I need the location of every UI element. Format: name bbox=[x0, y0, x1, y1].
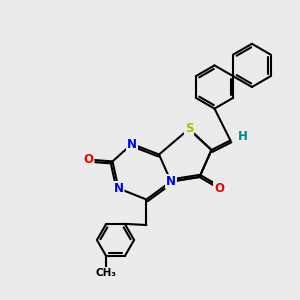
Text: O: O bbox=[214, 182, 224, 195]
Text: N: N bbox=[166, 175, 176, 188]
Text: S: S bbox=[185, 122, 193, 136]
Text: N: N bbox=[127, 137, 137, 151]
Text: N: N bbox=[113, 182, 124, 195]
Text: O: O bbox=[83, 153, 94, 166]
Text: H: H bbox=[238, 130, 248, 143]
Text: CH₃: CH₃ bbox=[96, 268, 117, 278]
